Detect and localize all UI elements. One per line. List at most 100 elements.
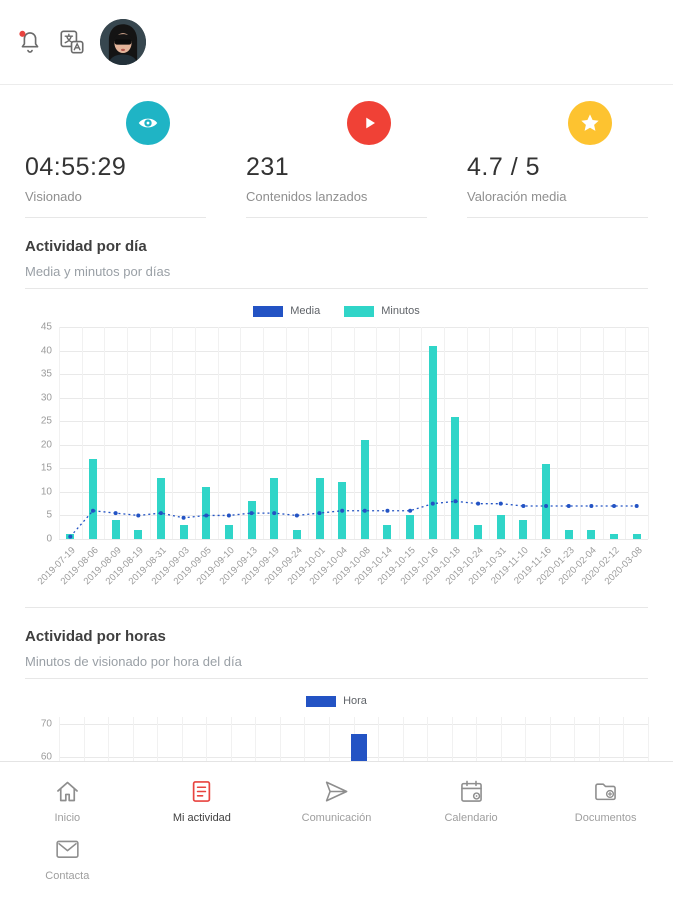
bar-minutos xyxy=(451,416,460,539)
y-tick-label: 25 xyxy=(40,415,52,427)
avatar[interactable] xyxy=(100,19,146,65)
legend-swatch-minutos xyxy=(344,305,375,317)
legend-label-media: Media xyxy=(290,305,321,317)
gridline-v xyxy=(512,327,514,539)
daily-section-title: Actividad por día xyxy=(25,238,147,255)
nav-label-documentos: Documentos xyxy=(574,812,637,824)
nav-item-inicio[interactable]: Inicio xyxy=(0,772,135,830)
gridline-v xyxy=(59,327,60,539)
nav-label-contacta: Contacta xyxy=(45,870,90,882)
translate-button[interactable] xyxy=(58,28,86,56)
y-tick-label: 40 xyxy=(40,345,52,357)
y-tick-label: 60 xyxy=(40,751,52,763)
avatar-image xyxy=(100,19,146,65)
stat-label-visionado: Visionado xyxy=(25,189,82,204)
bar-minutos xyxy=(406,515,415,539)
legend-item-media[interactable]: Media xyxy=(253,305,320,317)
bar-minutos xyxy=(428,345,437,539)
legend-label-hora: Hora xyxy=(343,695,367,707)
gridline-v xyxy=(353,327,355,539)
gridline-v xyxy=(81,327,83,539)
between-sections xyxy=(0,607,673,608)
y-tick-label: 10 xyxy=(40,486,52,498)
stat-divider xyxy=(467,217,648,218)
y-tick-label: 5 xyxy=(46,509,52,521)
section-divider xyxy=(25,607,648,608)
gridline-v xyxy=(534,327,536,539)
stat-divider xyxy=(25,217,206,218)
gridline-v xyxy=(172,327,174,539)
nav-item-contacta[interactable]: Contacta xyxy=(0,830,135,888)
legend-item-minutos[interactable]: Minutos xyxy=(344,305,420,317)
email-icon xyxy=(56,840,79,858)
bar-minutos xyxy=(383,524,392,539)
y-tick-label: 70 xyxy=(40,718,52,730)
gridline-v xyxy=(217,327,219,539)
section-divider xyxy=(25,678,648,679)
hourly-chart-yaxis: 70 60 xyxy=(25,717,59,867)
legend-item-hora[interactable]: Hora xyxy=(306,695,367,707)
stat-value-contenidos: 231 xyxy=(246,153,290,181)
legend-label-minutos: Minutos xyxy=(381,305,420,317)
gridline-v xyxy=(648,327,649,539)
y-tick-label: 0 xyxy=(46,533,52,545)
bar-minutos xyxy=(519,520,528,539)
notification-dot xyxy=(19,30,26,37)
gridline-v xyxy=(398,327,400,539)
translate-icon xyxy=(60,30,84,54)
nav-item-documentos[interactable]: Documentos xyxy=(538,772,673,830)
play-icon xyxy=(347,101,392,145)
daily-chart-plot xyxy=(59,327,649,540)
bar-minutos xyxy=(587,529,596,539)
daily-chart-xlabels: 2019-07-19 2019-08-06 2019-08-09 2019-08-19… xyxy=(36,539,648,605)
stat-value-valoracion: 4.7 / 5 xyxy=(467,153,540,181)
daily-section-subtitle: Media y minutos por días xyxy=(25,264,171,279)
gridline-v xyxy=(557,327,559,539)
notifications-button[interactable] xyxy=(16,28,44,56)
gridline-v xyxy=(262,327,264,539)
gridline-v xyxy=(194,327,196,539)
gridline-v xyxy=(104,327,106,539)
activity-icon xyxy=(193,781,211,802)
eye-icon xyxy=(126,101,171,145)
bar-minutos xyxy=(564,529,573,539)
stats-row: 04:55:29 Visionado 231 Contenidos lanzad… xyxy=(0,85,673,218)
bar-minutos xyxy=(542,463,551,539)
legend-swatch-hora xyxy=(306,695,337,707)
gridline-v xyxy=(444,327,446,539)
stat-visionado: 04:55:29 Visionado xyxy=(25,101,206,218)
nav-label-mi-actividad: Mi actividad xyxy=(172,812,231,824)
nav-label-comunicacion: Comunicación xyxy=(301,812,372,824)
nav-item-comunicacion[interactable]: Comunicación xyxy=(269,772,404,830)
hourly-section-subtitle: Minutos de visionado por hora del día xyxy=(25,654,242,669)
bar-minutos xyxy=(496,515,505,539)
gridline-v xyxy=(285,327,287,539)
y-tick-label: 20 xyxy=(40,439,52,451)
stat-valoracion: 4.7 / 5 Valoración media xyxy=(467,101,648,218)
gridline-v xyxy=(126,327,128,539)
gridline-v xyxy=(149,327,151,539)
bar-minutos xyxy=(610,534,619,539)
nav-item-calendario[interactable]: Calendario xyxy=(404,772,539,830)
nav-item-mi-actividad[interactable]: Mi actividad xyxy=(135,772,270,830)
y-tick-label: 30 xyxy=(40,392,52,404)
gridline-v xyxy=(466,327,468,539)
nav-label-calendario: Calendario xyxy=(444,812,498,824)
y-tick-label: 35 xyxy=(40,368,52,380)
bell-icon xyxy=(19,30,39,53)
calendar-icon xyxy=(460,780,482,802)
hourly-section-title: Actividad por horas xyxy=(25,628,166,645)
stat-contenidos: 231 Contenidos lanzados xyxy=(246,101,427,218)
bottom-navigation: Inicio Mi actividad Comunicación Calenda… xyxy=(0,761,673,900)
daily-activity-section: Actividad por día Media y minutos por dí… xyxy=(0,238,673,605)
gridline-v xyxy=(602,327,604,539)
gridline-v xyxy=(330,327,332,539)
star-icon xyxy=(568,101,613,145)
documents-icon xyxy=(595,783,617,801)
bar-minutos xyxy=(360,440,369,539)
bar-minutos xyxy=(202,487,211,539)
bar-minutos xyxy=(292,529,301,539)
bar-minutos xyxy=(88,458,97,539)
bar-minutos xyxy=(247,501,256,539)
bar-minutos xyxy=(315,477,324,539)
